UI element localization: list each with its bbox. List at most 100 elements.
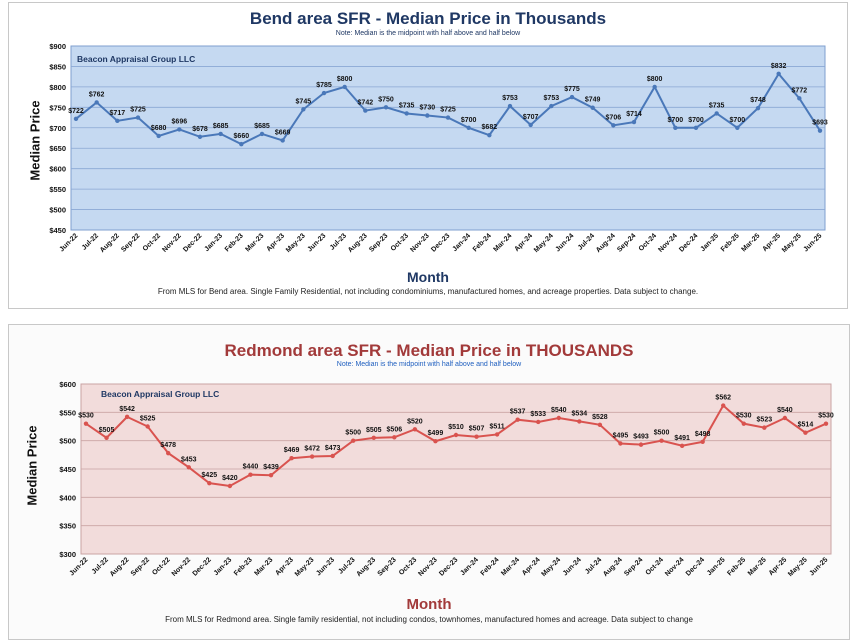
data-point xyxy=(186,465,191,470)
data-label: $425 xyxy=(202,472,218,479)
y-tick-label: $450 xyxy=(59,465,76,474)
x-tick-label: Oct-24 xyxy=(645,556,665,576)
x-tick-label: Sep-23 xyxy=(377,556,398,577)
data-label: $725 xyxy=(130,107,146,114)
data-point xyxy=(268,473,274,478)
data-label: $685 xyxy=(213,123,229,130)
x-tick-label: Jan-25 xyxy=(706,556,727,577)
data-point xyxy=(577,419,582,424)
data-label: $775 xyxy=(564,86,580,93)
data-point xyxy=(351,438,356,443)
x-tick-label: Dec-23 xyxy=(430,232,451,253)
data-point xyxy=(404,111,409,116)
data-label: $469 xyxy=(284,447,300,454)
chart-subtitle: Note: Median is the midpoint with half a… xyxy=(335,30,521,37)
chart-title: Redmond area SFR - Median Price in THOUS… xyxy=(224,341,634,360)
data-label: $722 xyxy=(68,108,84,115)
data-label: $528 xyxy=(592,414,608,421)
x-tick-label: Dec-23 xyxy=(438,556,459,577)
y-tick-label: $550 xyxy=(49,185,66,194)
x-tick-label: Aug-23 xyxy=(347,232,369,254)
data-label: $500 xyxy=(654,430,670,437)
data-label: $491 xyxy=(674,435,690,442)
x-tick-label: Dec-24 xyxy=(685,556,706,577)
data-label: $700 xyxy=(730,117,746,124)
data-label: $533 xyxy=(530,411,546,418)
x-tick-label: Oct-22 xyxy=(151,556,171,576)
data-point xyxy=(248,472,253,477)
y-tick-label: $650 xyxy=(49,144,66,153)
data-point xyxy=(330,453,335,459)
data-label: $735 xyxy=(399,102,415,109)
redmond-line-chart: $300 $350 $400 $450 $500 $550 $600 Beacon Appra… xyxy=(59,380,834,578)
x-tick-label: Apr-23 xyxy=(274,556,295,577)
data-point xyxy=(569,94,575,100)
data-point xyxy=(515,417,520,422)
data-point xyxy=(700,439,705,444)
x-tick-label: May-23 xyxy=(285,232,307,254)
x-tick-label: Dec-24 xyxy=(678,232,699,253)
bend-chart-panel: Bend area SFR - Median Price in Thousand… xyxy=(8,2,848,309)
data-point xyxy=(383,105,389,110)
x-tick-label: Nov-22 xyxy=(171,556,193,578)
data-point xyxy=(218,131,223,137)
x-tick-label: Dec-22 xyxy=(182,232,203,253)
plot-area xyxy=(70,45,826,231)
x-tick-label: Mar-23 xyxy=(253,556,274,577)
data-label: $753 xyxy=(502,95,518,102)
data-point xyxy=(487,132,492,138)
x-tick-label: Nov-24 xyxy=(657,232,679,254)
x-tick-label: Jul-22 xyxy=(91,556,110,575)
x-tick-label: Apr-25 xyxy=(768,556,789,577)
data-point xyxy=(280,138,285,143)
data-label: $832 xyxy=(771,63,787,70)
x-tick-label: Sep-24 xyxy=(623,556,644,577)
y-tick-label: $450 xyxy=(49,226,66,235)
data-label: $700 xyxy=(668,117,684,124)
x-tick-label: Nov-23 xyxy=(417,556,439,578)
data-label: $682 xyxy=(482,124,498,131)
x-tick-label: Jun-22 xyxy=(69,556,90,577)
data-point xyxy=(782,415,788,421)
data-label: $725 xyxy=(440,107,456,114)
data-label: $530 xyxy=(818,413,834,420)
data-point xyxy=(227,483,233,489)
x-tick-label: Mar-25 xyxy=(747,556,768,577)
x-axis-label: Month xyxy=(407,269,449,285)
y-tick-label: $600 xyxy=(49,165,66,174)
x-tick-label: May-25 xyxy=(787,556,809,578)
data-label: $511 xyxy=(490,423,505,430)
x-axis-label: Month xyxy=(406,596,452,613)
data-point xyxy=(549,103,554,109)
x-tick-label: Feb-25 xyxy=(726,556,747,577)
data-point xyxy=(392,435,397,440)
data-label: $472 xyxy=(304,446,320,453)
data-label: $706 xyxy=(606,114,622,121)
data-label: $537 xyxy=(510,409,526,416)
data-label: $685 xyxy=(254,123,270,130)
x-tick-label: Jan-24 xyxy=(451,232,472,253)
brand-label: Beacon Appraisal Group LLC xyxy=(77,54,195,64)
x-tick-label: Mar-25 xyxy=(740,232,761,253)
data-label: $498 xyxy=(695,431,711,438)
data-label: $540 xyxy=(551,407,567,414)
x-tick-label: Jul-24 xyxy=(577,232,596,251)
x-tick-label: Sep-24 xyxy=(616,232,637,253)
x-tick-label: Apr-23 xyxy=(265,232,286,253)
chart-footnote: From MLS for Bend area. Single Family Re… xyxy=(157,287,699,296)
data-point xyxy=(817,128,823,133)
data-label: $700 xyxy=(688,117,704,124)
x-tick-label: Dec-22 xyxy=(192,556,213,577)
data-point xyxy=(611,123,616,128)
data-label: $523 xyxy=(757,417,773,424)
data-point xyxy=(735,125,740,130)
data-point xyxy=(755,105,761,111)
data-label: $505 xyxy=(366,427,382,434)
x-tick-label: Feb-23 xyxy=(224,232,245,253)
data-label: $750 xyxy=(378,96,394,103)
y-tick-label: $800 xyxy=(49,83,66,92)
data-label: $696 xyxy=(172,118,188,125)
data-label: $562 xyxy=(715,395,731,402)
data-point xyxy=(590,105,595,110)
x-tick-label: Jul-24 xyxy=(584,556,603,575)
